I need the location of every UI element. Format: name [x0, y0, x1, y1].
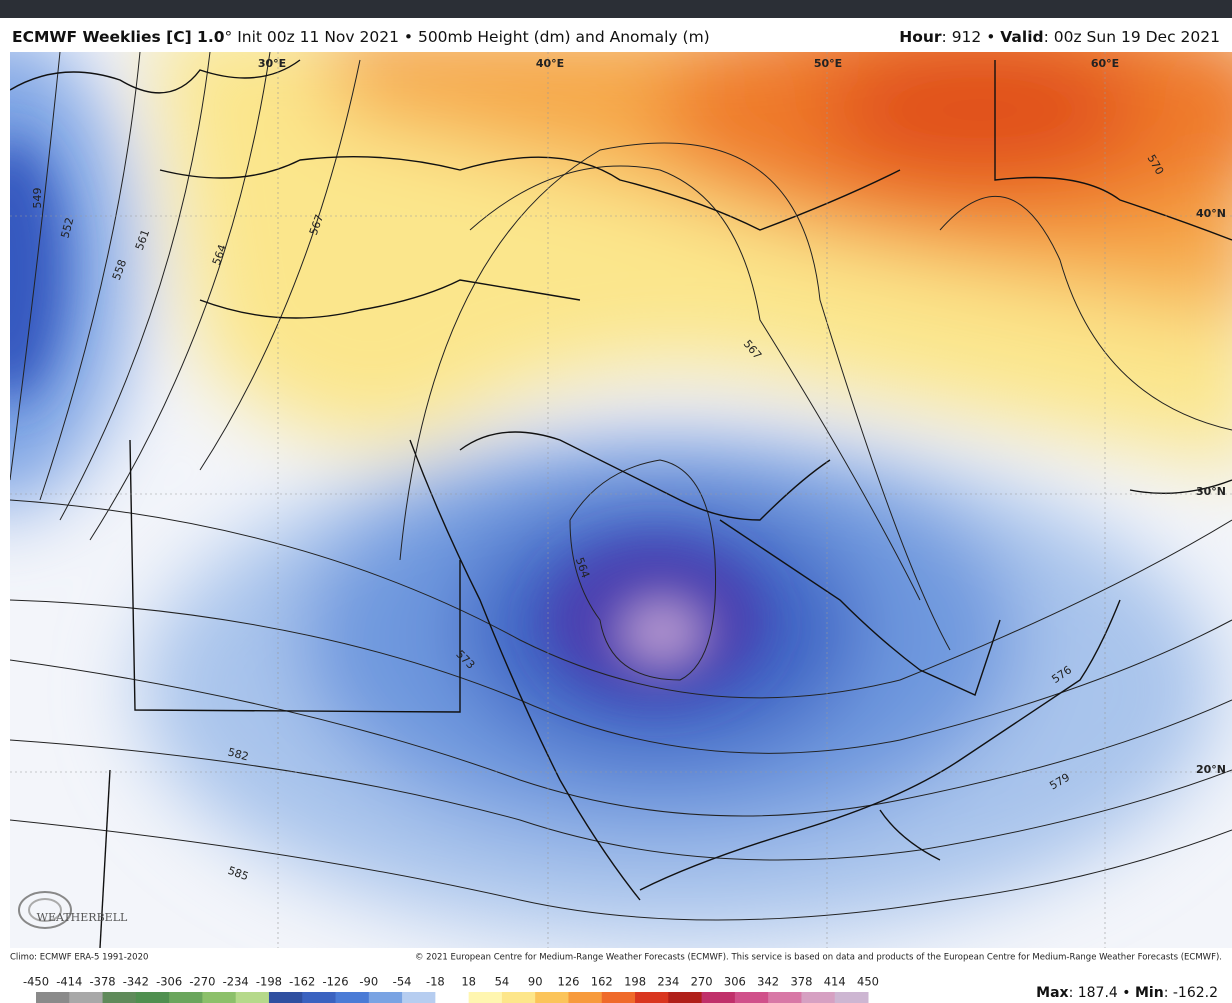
text-segment: ECMWF Weeklies [C] 1.0 — [12, 28, 225, 46]
colorbar-tick-label: -306 — [156, 975, 182, 989]
climo: Climo: ECMWF ERA-5 1991-2020 — [10, 953, 148, 963]
colorbar-swatch — [402, 992, 436, 1003]
contour-label: 582 — [226, 746, 250, 764]
logo-text: WEATHERBELL — [37, 911, 128, 924]
text-segment: ° Init 00z 11 Nov 2021 • 500mb Height (d… — [225, 28, 710, 46]
borders — [10, 59, 1232, 948]
colorbar-swatch — [36, 992, 70, 1003]
text-segment: : 00z Sun 19 Dec 2021 — [1044, 28, 1220, 46]
colorbar-tick-label: 378 — [790, 975, 812, 989]
colorbar-tick-label: 90 — [528, 975, 543, 989]
colorbar-swatch — [335, 992, 370, 1003]
colorbar-tick-label: -54 — [393, 975, 412, 989]
colorbar-swatch — [568, 992, 603, 1003]
text-segment: : 912 • — [942, 28, 1001, 46]
logo: WEATHERBELL — [18, 891, 128, 929]
colorbar-swatch — [435, 992, 470, 1003]
copyright: © 2021 European Centre for Medium-Range … — [415, 953, 1222, 963]
colorbar-tick-label: 54 — [495, 975, 510, 989]
colorbar-tick-label: -18 — [426, 975, 445, 989]
colorbar-swatch — [169, 992, 203, 1003]
colorbar-swatch — [734, 992, 769, 1003]
colorbar-swatch — [69, 992, 104, 1003]
colorbar-swatch — [235, 992, 270, 1003]
colorbar-tick-label: -162 — [289, 975, 315, 989]
colorbar-swatch — [268, 992, 303, 1003]
colorbar-tick-label: 198 — [624, 975, 646, 989]
height-contours — [10, 52, 1232, 921]
text-segment: Max — [1036, 985, 1068, 1001]
colorbar-swatch — [368, 992, 403, 1003]
colorbar-tick-label: 306 — [724, 975, 746, 989]
text-segment: Hour — [899, 28, 942, 46]
colorbar-swatch — [501, 992, 536, 1003]
latitude-label: 30°N — [1196, 485, 1226, 498]
longitude-label: 40°E — [536, 57, 564, 70]
text-segment: : 187.4 • — [1069, 985, 1135, 1001]
map: 30°E 40°E 50°E 60°E40°N30°N20°N549552558561… — [10, 52, 1232, 948]
colorbar-tick-label: -414 — [56, 975, 82, 989]
max-min: Max: 187.4 • Min: -162.2 — [1036, 985, 1218, 1001]
header: ECMWF Weeklies [C] 1.0° Init 00z 11 Nov … — [12, 28, 1220, 46]
colorbar: -450 -414 -378 -342 -306 -270 -234 -198 -162 -126… — [23, 975, 879, 1003]
text-segment: Min — [1135, 985, 1164, 1001]
colorbar-swatch — [535, 992, 569, 1003]
colorbar-tick-label: 234 — [657, 975, 679, 989]
colorbar-tick-label: -378 — [90, 975, 116, 989]
colorbar-swatch — [768, 992, 802, 1003]
colorbar-tick-label: -450 — [23, 975, 49, 989]
longitude-label: 60°E — [1091, 57, 1119, 70]
colorbar-swatch — [701, 992, 736, 1003]
latitude-label: 20°N — [1196, 763, 1226, 776]
colorbar-swatch — [102, 992, 137, 1003]
text-segment: Valid — [1000, 28, 1043, 46]
colorbar-swatch — [801, 992, 836, 1003]
grid-lines — [10, 52, 1232, 948]
colorbar-swatch — [635, 992, 669, 1003]
colorbar-tick-label: 342 — [757, 975, 779, 989]
colorbar-tick-label: 126 — [558, 975, 580, 989]
colorbar-tick-label: -270 — [189, 975, 215, 989]
colorbar-swatch — [668, 992, 703, 1003]
colorbar-tick-label: -198 — [256, 975, 282, 989]
anomaly-core — [10, 140, 765, 700]
colorbar-swatch — [601, 992, 636, 1003]
latitude-label: 40°N — [1196, 207, 1226, 220]
colorbar-swatch — [834, 992, 869, 1003]
top-bar — [0, 0, 1232, 18]
colorbar-tick-label: 450 — [857, 975, 879, 989]
colorbar-tick-label: -126 — [322, 975, 348, 989]
colorbar-swatch — [468, 992, 503, 1003]
colorbar-tick-label: -234 — [223, 975, 249, 989]
header-left: ECMWF Weeklies [C] 1.0° Init 00z 11 Nov … — [12, 28, 710, 46]
colorbar-swatch — [202, 992, 237, 1003]
colorbar-swatch — [135, 992, 170, 1003]
colorbar-tick-label: 18 — [461, 975, 476, 989]
colorbar-tick-label: -342 — [123, 975, 149, 989]
colorbar-tick-label: 414 — [824, 975, 846, 989]
colorbar-swatch — [302, 992, 337, 1003]
colorbar-tick-label: 270 — [691, 975, 713, 989]
longitude-label: 30°E — [258, 57, 286, 70]
text-segment: : -162.2 — [1164, 985, 1218, 1001]
contour-label: 549 — [31, 188, 44, 209]
longitude-label: 50°E — [814, 57, 842, 70]
header-right: Hour: 912 • Valid: 00z Sun 19 Dec 2021 — [899, 28, 1220, 46]
colorbar-tick-label: 162 — [591, 975, 613, 989]
colorbar-tick-label: -90 — [359, 975, 378, 989]
contour-label: 552 — [59, 216, 77, 240]
